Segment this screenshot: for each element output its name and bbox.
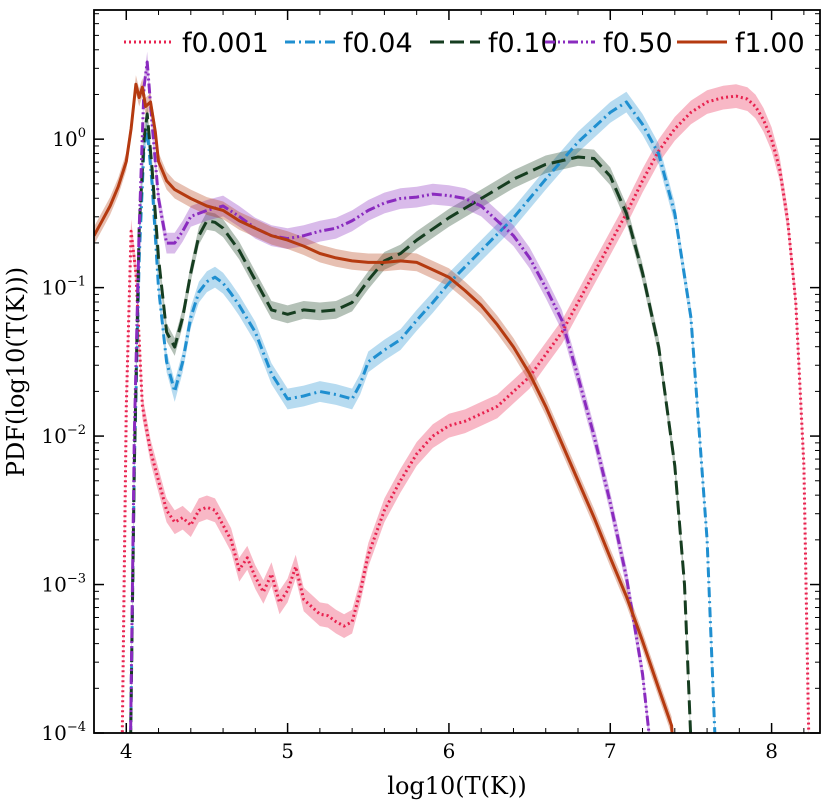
y-tick-label: 10−3: [41, 572, 86, 597]
series-line-f1.00: [94, 82, 674, 733]
x-tick-label: 8: [765, 739, 778, 763]
x-tick-labels: 4 5 6 7 8: [120, 739, 778, 763]
series-line-f0.001: [120, 94, 811, 733]
series-line-f0.04: [129, 100, 717, 733]
legend-label-f0.50: f0.50: [603, 28, 673, 59]
legend: f0.001 f0.04 f0.10 f0.50 f1.00: [124, 28, 805, 59]
y-tick-label: 100: [52, 126, 86, 151]
x-tick-label: 4: [120, 739, 133, 763]
y-tick-labels: 10−4 10−3 10−2 10−1 100: [41, 126, 86, 745]
plot-frame: [93, 9, 821, 734]
axis-ticks: [93, 10, 820, 734]
y-axis-label: PDF(log10(T(K))): [2, 267, 30, 477]
confidence-bands: [94, 51, 809, 733]
x-tick-label: 6: [443, 739, 456, 763]
legend-label-f0.04: f0.04: [343, 28, 413, 59]
band-f0.001: [122, 84, 809, 733]
y-tick-label: 10−1: [41, 275, 86, 300]
series-lines: [94, 60, 811, 733]
series-line-f0.10: [129, 112, 693, 733]
legend-label-f0.001: f0.001: [182, 28, 269, 59]
series-line-f0.50: [129, 60, 651, 733]
x-tick-label: 5: [281, 739, 294, 763]
x-tick-label: 7: [604, 739, 617, 763]
band-f1.00: [94, 75, 673, 733]
band-f0.50: [130, 51, 651, 733]
y-tick-label: 10−2: [41, 423, 86, 448]
legend-label-f1.00: f1.00: [735, 28, 805, 59]
x-axis-label: log10(T(K)): [387, 772, 526, 800]
y-tick-label: 10−4: [41, 720, 86, 745]
